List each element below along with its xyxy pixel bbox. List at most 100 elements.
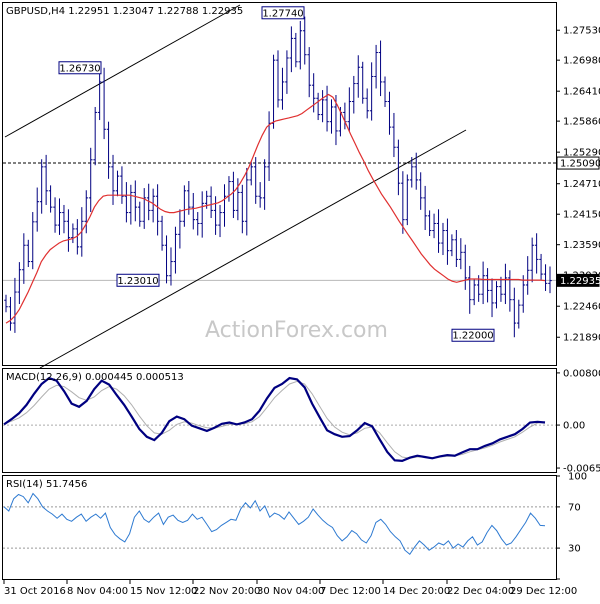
- price-bar: [62, 204, 66, 234]
- time-axis-label: 22 Nov 20:00: [193, 586, 260, 597]
- annotation-box: [261, 6, 305, 20]
- rsi-axis-label: 30: [568, 544, 581, 555]
- price-bar: [209, 186, 213, 219]
- price-bar: [396, 139, 401, 196]
- time-axis-label: 30 Nov 04:00: [257, 586, 324, 597]
- price-bar: [476, 275, 481, 302]
- macd-signal-line: [3, 380, 546, 459]
- price-bar: [48, 185, 53, 213]
- price-bar: [329, 99, 334, 134]
- price-bar: [387, 91, 392, 135]
- rsi-axis-label: 70: [568, 502, 581, 513]
- price-bar: [142, 188, 147, 229]
- price-bar: [503, 263, 508, 305]
- price-bar: [13, 277, 17, 333]
- channel-lower-line: [39, 129, 467, 369]
- channel-upper-line: [4, 4, 241, 138]
- price-bar: [44, 154, 48, 205]
- price-bar: [534, 233, 539, 274]
- macd-layer: [3, 376, 556, 463]
- price-bar: [133, 180, 138, 222]
- price-bar: [311, 73, 316, 113]
- price-bar: [191, 192, 196, 230]
- price-bar: [227, 176, 231, 202]
- price-bar: [530, 237, 534, 283]
- price-bar: [441, 222, 445, 256]
- price-bar: [409, 157, 414, 188]
- price-bar: [26, 239, 31, 268]
- annotation-label: 1.22000: [452, 331, 493, 342]
- price-bar: [173, 226, 178, 274]
- watermark: ActionForex.com: [205, 318, 388, 343]
- price-bar: [151, 188, 155, 223]
- annotation-box: [58, 61, 102, 75]
- time-axis-label: 14 Dec 20:00: [383, 586, 450, 597]
- symbol-header: GBPUSD,H4 1.22951 1.23047 1.22788 1.2293…: [6, 6, 243, 17]
- price-bar: [124, 182, 129, 223]
- price-bar: [401, 171, 405, 234]
- price-bar: [271, 54, 276, 129]
- price-bar: [512, 287, 517, 338]
- price-bar: [450, 234, 454, 257]
- price-bar: [436, 209, 441, 253]
- price-bar: [178, 209, 182, 249]
- price-bar: [499, 276, 503, 302]
- price-axis-label: 1.26410: [563, 87, 600, 98]
- price-bar: [459, 238, 463, 270]
- price-bar: [53, 197, 57, 233]
- price-bar: [240, 184, 245, 234]
- price-bar: [93, 106, 97, 166]
- price-bar: [35, 187, 40, 232]
- price-bar: [262, 159, 267, 210]
- price-bar: [182, 185, 187, 227]
- rsi-panel-frame: [2, 475, 557, 580]
- price-bar: [374, 44, 378, 89]
- price-bar: [378, 40, 383, 97]
- price-bar: [316, 92, 320, 121]
- price-bar: [111, 154, 115, 205]
- price-axis-label: 1.21890: [563, 333, 600, 344]
- macd-main-line: [3, 376, 546, 463]
- price-bar: [347, 87, 352, 132]
- price-bar: [267, 111, 271, 182]
- level-price-label: 1.25090: [560, 159, 600, 170]
- price-bar: [543, 264, 548, 291]
- price-bar: [258, 182, 262, 208]
- price-bar: [516, 299, 521, 329]
- price-bar: [369, 62, 374, 121]
- price-bar: [356, 55, 361, 98]
- price-bar: [289, 26, 294, 73]
- price-axis-label: 1.27530: [563, 26, 600, 37]
- price-bar: [97, 72, 102, 121]
- price-bar: [508, 270, 512, 312]
- time-axis-label: 15 Nov 12:00: [130, 586, 197, 597]
- price-bar: [39, 159, 44, 214]
- price-bar: [423, 185, 427, 230]
- annotation-label: 1.23010: [117, 276, 158, 287]
- price-bar: [155, 184, 160, 236]
- price-bar: [169, 247, 173, 286]
- moving-average-line: [5, 93, 546, 324]
- price-bar: [418, 172, 423, 210]
- price-bar: [494, 281, 499, 309]
- time-axis-label: 22 Dec 04:00: [447, 586, 514, 597]
- price-axis-label: 1.25860: [563, 117, 600, 128]
- price-bar: [294, 32, 298, 68]
- price-bar: [146, 183, 151, 221]
- price-bar: [432, 213, 436, 239]
- price-bar: [548, 266, 552, 294]
- time-axis-label: 31 Oct 2016: [4, 586, 66, 597]
- price-bar: [137, 201, 142, 227]
- price-bar: [102, 67, 106, 140]
- rsi-line: [3, 492, 546, 556]
- price-bar: [454, 229, 459, 268]
- price-axis-label: 1.25290: [563, 148, 600, 159]
- price-bar: [325, 85, 329, 132]
- annotation-label: 1.27740: [262, 8, 303, 19]
- price-bar: [365, 88, 369, 119]
- price-bar: [231, 171, 236, 219]
- price-bar: [195, 212, 200, 236]
- price-bar: [120, 166, 124, 204]
- time-axis-label: 7 Dec 12:00: [320, 586, 381, 597]
